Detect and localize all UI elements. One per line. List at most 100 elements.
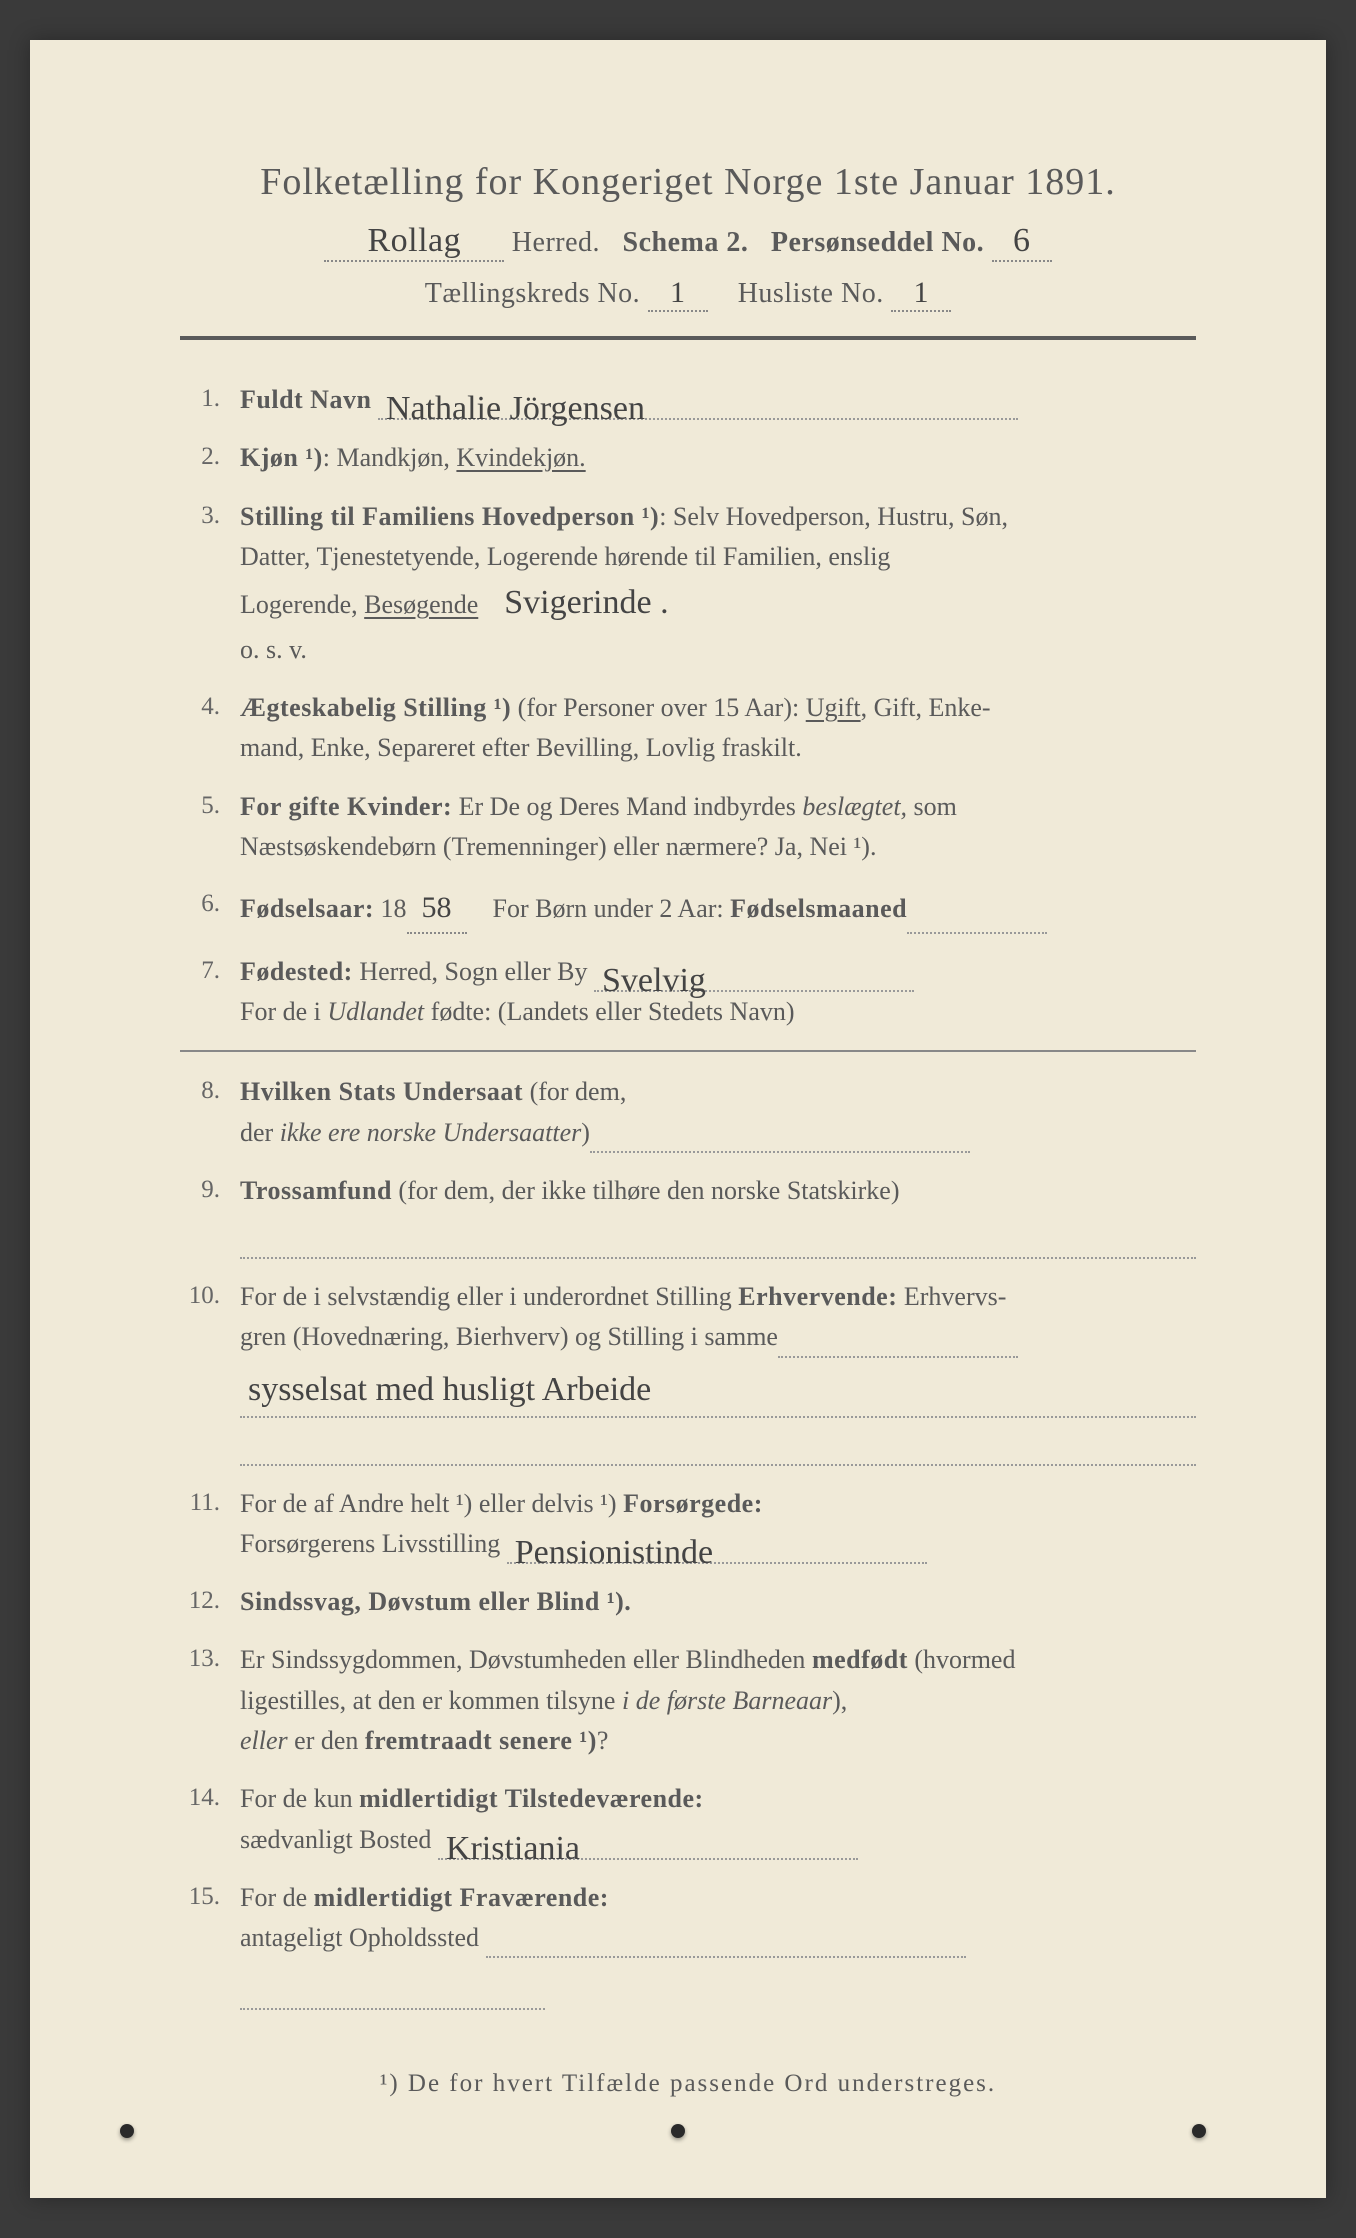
item-5: 5. For gifte Kvinder: Er De og Deres Man… bbox=[180, 787, 1196, 868]
item-3: 3. Stilling til Familiens Hovedperson ¹)… bbox=[180, 497, 1196, 671]
n13-em1: i de første Barneaar bbox=[622, 1686, 832, 1715]
item-number: 14. bbox=[180, 1779, 240, 1818]
rule-after-7 bbox=[180, 1050, 1196, 1052]
n13-strong1: medfødt bbox=[812, 1645, 908, 1674]
erhverv-label: Erhvervende: bbox=[738, 1282, 897, 1311]
gifte-label: For gifte Kvinder: bbox=[240, 792, 452, 821]
n13-text2: (hvormed bbox=[908, 1645, 1016, 1674]
kjon-opts: : Mandkjøn, bbox=[323, 443, 457, 472]
item-15: 15. For de midlertidigt Fraværende: anta… bbox=[180, 1878, 1196, 1959]
n13-text1: Er Sindssygdommen, Døvstumheden eller Bl… bbox=[240, 1645, 812, 1674]
n14-label: midlertidigt Tilstedeværende: bbox=[359, 1784, 704, 1813]
year-prefix: 18 bbox=[374, 894, 407, 923]
trossamfund-text: (for dem, der ikke tilhøre den norske St… bbox=[392, 1176, 900, 1205]
n13-text4: ), bbox=[832, 1686, 847, 1715]
gifte-text2: som bbox=[907, 792, 957, 821]
item-number: 1. bbox=[180, 380, 240, 419]
fuldt-navn-label: Fuldt Navn bbox=[240, 385, 371, 414]
binding-hole-icon bbox=[1192, 2124, 1206, 2138]
kjon-selected: Kvindekjøn. bbox=[456, 443, 585, 472]
undersaat-label: Hvilken Stats Undersaat bbox=[240, 1077, 523, 1106]
stilling-osv: o. s. v. bbox=[240, 635, 307, 664]
n15-text1: For de bbox=[240, 1883, 314, 1912]
item-number: 7. bbox=[180, 952, 240, 991]
kjon-label: Kjøn ¹) bbox=[240, 443, 323, 472]
item-number: 10. bbox=[180, 1277, 240, 1316]
forsorg-label: Forsørgede: bbox=[623, 1489, 763, 1518]
stilling-handwritten: Svigerinde . bbox=[504, 577, 668, 630]
fodested-hw: Svelvig bbox=[594, 955, 914, 992]
item-2: 2. Kjøn ¹): Mandkjøn, Kvindekjøn. bbox=[180, 438, 1196, 478]
erhverv-text3: gren (Hovednæring, Bierhverv) og Stillin… bbox=[240, 1322, 778, 1351]
item-number: 3. bbox=[180, 497, 240, 536]
aegte-text1: (for Personer over 15 Aar): bbox=[511, 693, 799, 722]
item-14: 14. For de kun midlertidigt Tilstedevære… bbox=[180, 1779, 1196, 1860]
trossamfund-value bbox=[240, 1217, 1196, 1259]
item-number: 8. bbox=[180, 1072, 240, 1111]
stilling-opts-2: Datter, Tjenestetyende, Logerende hørend… bbox=[240, 542, 890, 571]
maaned-value bbox=[907, 905, 1047, 934]
fodested-label: Fødested: bbox=[240, 957, 353, 986]
forsorg-text1: For de af Andre helt ¹) eller delvis ¹) bbox=[240, 1489, 623, 1518]
udlandet-post: fødte: (Landets eller Stedets Navn) bbox=[424, 997, 794, 1026]
item-1: 1. Fuldt Navn Nathalie Jörgensen bbox=[180, 380, 1196, 420]
item-13: 13. Er Sindssygdommen, Døvstumheden elle… bbox=[180, 1640, 1196, 1761]
fodselsaar-label: Fødselsaar: bbox=[240, 894, 374, 923]
header-line-2: Rollag Herred. Schema 2. Persønseddel No… bbox=[180, 222, 1196, 262]
item-7: 7. Fødested: Herred, Sogn eller By Svelv… bbox=[180, 952, 1196, 1033]
born-label: For Børn under 2 Aar: bbox=[493, 894, 724, 923]
aegte-text2: , Gift, Enke- bbox=[861, 693, 991, 722]
n13-em2: eller bbox=[240, 1726, 288, 1755]
n13-text6: ? bbox=[597, 1726, 609, 1755]
gifte-em: beslægtet, bbox=[802, 792, 907, 821]
kreds-no: 1 bbox=[648, 276, 708, 312]
sindssvag-label: Sindssvag, Døvstum eller Blind ¹). bbox=[240, 1587, 631, 1616]
stilling-opts-1: : Selv Hovedperson, Hustru, Søn, bbox=[659, 502, 1008, 531]
n14-text1: For de kun bbox=[240, 1784, 359, 1813]
husliste-no: 1 bbox=[891, 276, 951, 312]
item-4: 4. Ægteskabelig Stilling ¹) (for Persone… bbox=[180, 688, 1196, 769]
udlandet-pre: For de i bbox=[240, 997, 327, 1026]
item-number: 12. bbox=[180, 1582, 240, 1621]
personseddel-label: Persønseddel No. bbox=[771, 227, 984, 258]
husliste-label: Husliste No. bbox=[738, 278, 884, 309]
n13-strong2: fremtraadt senere ¹) bbox=[365, 1726, 597, 1755]
trossamfund-label: Trossamfund bbox=[240, 1176, 392, 1205]
herred-label: Herred. bbox=[512, 227, 600, 258]
fuldt-navn-value: Nathalie Jörgensen bbox=[378, 383, 1018, 420]
item-11: 11. For de af Andre helt ¹) eller delvis… bbox=[180, 1484, 1196, 1565]
herred-handwritten: Rollag bbox=[324, 222, 504, 262]
kreds-label: Tællingskreds No. bbox=[425, 278, 640, 309]
item-6: 6. Fødselsaar: 1858 For Børn under 2 Aar… bbox=[180, 885, 1196, 934]
form-items: 1. Fuldt Navn Nathalie Jörgensen 2. Kjøn… bbox=[180, 380, 1196, 1958]
n15-text2: antageligt Opholdssted bbox=[240, 1923, 479, 1952]
schema-label: Schema 2. bbox=[623, 227, 749, 258]
item-10: 10. For de i selvstændig eller i underor… bbox=[180, 1277, 1196, 1466]
footnote-rule bbox=[240, 2008, 545, 2010]
undersaat-text3: ) bbox=[581, 1118, 590, 1147]
item-12: 12. Sindssvag, Døvstum eller Blind ¹). bbox=[180, 1582, 1196, 1622]
census-form-page: Folketælling for Kongeriget Norge 1ste J… bbox=[30, 40, 1326, 2198]
binding-hole-icon bbox=[671, 2124, 685, 2138]
item-number: 9. bbox=[180, 1171, 240, 1210]
undersaat-em: ikke ere norske Undersaatter bbox=[280, 1118, 582, 1147]
header-block: Folketælling for Kongeriget Norge 1ste J… bbox=[180, 160, 1196, 312]
n15-value bbox=[486, 1930, 966, 1959]
n14-text2: sædvanligt Bosted bbox=[240, 1825, 431, 1854]
erhverv-text1: For de i selvstændig eller i underordnet… bbox=[240, 1282, 738, 1311]
undersaat-text1: (for dem, bbox=[523, 1077, 626, 1106]
item-number: 13. bbox=[180, 1640, 240, 1679]
header-rule bbox=[180, 336, 1196, 340]
maaned-label: Fødselsmaaned bbox=[730, 894, 907, 923]
item-number: 4. bbox=[180, 688, 240, 727]
header-line-3: Tællingskreds No. 1 Husliste No. 1 bbox=[180, 276, 1196, 312]
item-8: 8. Hvilken Stats Undersaat (for dem, der… bbox=[180, 1072, 1196, 1153]
binding-hole-icon bbox=[120, 2124, 134, 2138]
gifte-text3: Næstsøskendebørn (Tremenninger) eller næ… bbox=[240, 832, 876, 861]
stilling-label: Stilling til Familiens Hovedperson ¹) bbox=[240, 502, 659, 531]
item-number: 5. bbox=[180, 787, 240, 826]
erhverv-text2: Erhvervs- bbox=[897, 1282, 1006, 1311]
undersaat-value bbox=[590, 1124, 970, 1153]
forsorg-text2: Forsørgerens Livsstilling bbox=[240, 1529, 500, 1558]
n14-hw: Kristiania bbox=[438, 1823, 858, 1860]
